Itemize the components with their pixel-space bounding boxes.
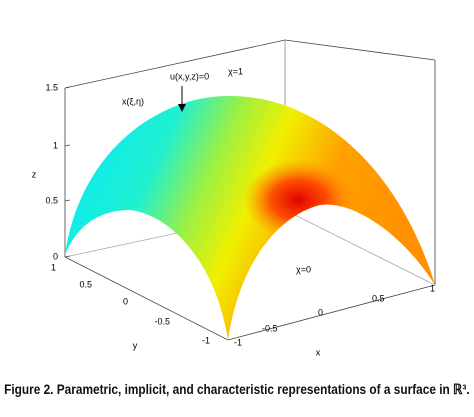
caption: Figure 2. Parametric, implicit, and char… — [4, 381, 470, 397]
x-tick-label: 1 — [430, 283, 435, 293]
tick — [64, 255, 71, 258]
x-tick-label: 0 — [318, 307, 323, 317]
x-tick-label: -1 — [234, 337, 242, 347]
z-tick-label: 0.5 — [45, 195, 58, 205]
annotation: χ=0 — [296, 264, 311, 274]
y-tick-label: -0.5 — [154, 316, 170, 326]
z-tick-label: 1.5 — [45, 82, 58, 92]
annotation: x(ξ,η) — [122, 96, 144, 106]
z-tick-label: 0 — [53, 251, 58, 261]
y-tick-label: -1 — [202, 335, 210, 345]
x-tick-label: -0.5 — [262, 323, 278, 333]
x-tick-label: 0.5 — [372, 293, 385, 303]
z-tick-label: 1 — [53, 140, 58, 150]
annotation: χ=1 — [228, 66, 243, 76]
tick — [64, 144, 71, 147]
tick — [64, 86, 71, 89]
arrow — [178, 86, 186, 112]
surface — [65, 95, 435, 340]
tick — [64, 199, 71, 202]
y-tick-label: 1 — [51, 262, 56, 272]
z-axis-label: z — [32, 169, 37, 179]
y-axis-label: y — [133, 340, 138, 350]
figure: 0 0.5 1 1.5 1 0.5 0 -0.5 -1 -1 -0.5 0 0.5 1 z y x u(x,y,z… — [32, 39, 436, 357]
annotation: u(x,y,z)=0 — [170, 71, 209, 81]
axes-box — [64, 39, 436, 341]
y-tick-label: 0 — [123, 296, 128, 306]
x-axis-label: x — [316, 347, 321, 357]
y-tick-label: 0.5 — [79, 279, 92, 289]
